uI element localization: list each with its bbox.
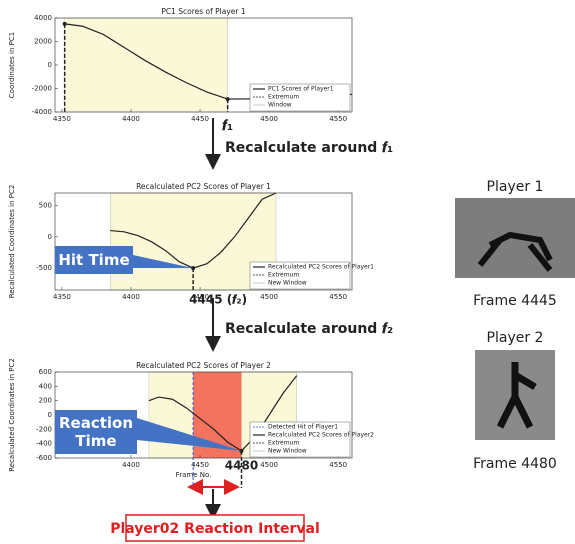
y-axis-label: Recalculated Coordinates in PC2 <box>8 358 16 472</box>
y-tick-label: 0 <box>48 411 52 419</box>
extremum <box>63 22 67 26</box>
player-name: Player 2 <box>487 330 544 346</box>
x-tick-label: 4400 <box>122 461 140 469</box>
page: {"chart_data": [ {"type": "line", "title… <box>0 0 575 544</box>
y-tick-label: 2000 <box>34 38 52 46</box>
reaction-time-box: Reaction Time <box>55 410 137 454</box>
extremum <box>226 97 230 101</box>
legend-label: Recalculated PC2 Scores of Player2 <box>268 432 374 439</box>
player-frame: Frame 4480 <box>473 456 557 472</box>
extremum-label: 4445 (𝒇₂) <box>189 293 247 307</box>
y-tick-label: -500 <box>36 264 52 272</box>
x-tick-label: 4550 <box>329 293 347 301</box>
y-axis-label: Coordinates in PC1 <box>8 32 16 98</box>
y-tick-label: -600 <box>36 454 52 462</box>
y-tick-label: 500 <box>39 202 52 210</box>
legend-label: New Window <box>268 280 307 287</box>
x-tick-label: 4500 <box>260 461 278 469</box>
x-tick-label: 4400 <box>122 293 140 301</box>
x-tick-label: 4500 <box>260 293 278 301</box>
x-tick-label: 4500 <box>260 115 278 123</box>
x-tick-label: 4450 <box>191 115 209 123</box>
chart-title: PC1 Scores of Player 1 <box>161 7 246 16</box>
window <box>65 18 228 112</box>
x-tick-label: 4350 <box>53 293 71 301</box>
extremum-label: 𝒇₁ <box>221 118 233 134</box>
chart-title: Recalculated PC2 Scores of Player 2 <box>136 361 271 370</box>
interval-label: Player02 Reaction Interval <box>110 521 320 537</box>
x-tick-label: 4550 <box>329 115 347 123</box>
x-tick-label: 4400 <box>122 115 140 123</box>
y-tick-label: 4000 <box>34 14 52 22</box>
legend-label: Extremum <box>268 94 299 101</box>
y-tick-label: 600 <box>39 368 52 376</box>
y-tick-label: 400 <box>39 382 52 390</box>
x-tick-label: 4350 <box>53 115 71 123</box>
y-tick-label: 0 <box>48 61 52 69</box>
extremum-label: 4480 <box>225 459 258 473</box>
legend-label: PC1 Scores of Player1 <box>268 86 334 93</box>
y-tick-label: -2000 <box>32 85 52 93</box>
step-label: Recalculate around 𝒇₁ <box>225 140 393 156</box>
legend-label: New Window <box>268 448 307 455</box>
y-tick-label: 0 <box>48 233 52 241</box>
legend-label: Detected Hit of Player1 <box>268 424 338 431</box>
legend-label: Extremum <box>268 440 299 447</box>
chart-title: Recalculated PC2 Scores of Player 1 <box>136 182 271 191</box>
x-tick-label: 4450 <box>191 461 209 469</box>
y-tick-label: -200 <box>36 425 52 433</box>
legend-label: Extremum <box>268 272 299 279</box>
player-name: Player 1 <box>487 179 544 195</box>
y-axis-label: Recalculated Coordinates in PC2 <box>8 185 16 299</box>
x-tick-label: 4550 <box>329 461 347 469</box>
y-tick-label: 200 <box>39 397 52 405</box>
y-tick-label: -4000 <box>32 108 52 116</box>
step-label: Recalculate around 𝒇₂ <box>225 321 393 337</box>
y-tick-label: -400 <box>36 440 52 448</box>
player-frame: Frame 4445 <box>473 293 557 309</box>
legend-label: Window <box>268 102 292 109</box>
legend-label: Recalculated PC2 Scores of Player1 <box>268 264 374 271</box>
hit-time-box: Hit Time <box>55 246 133 274</box>
